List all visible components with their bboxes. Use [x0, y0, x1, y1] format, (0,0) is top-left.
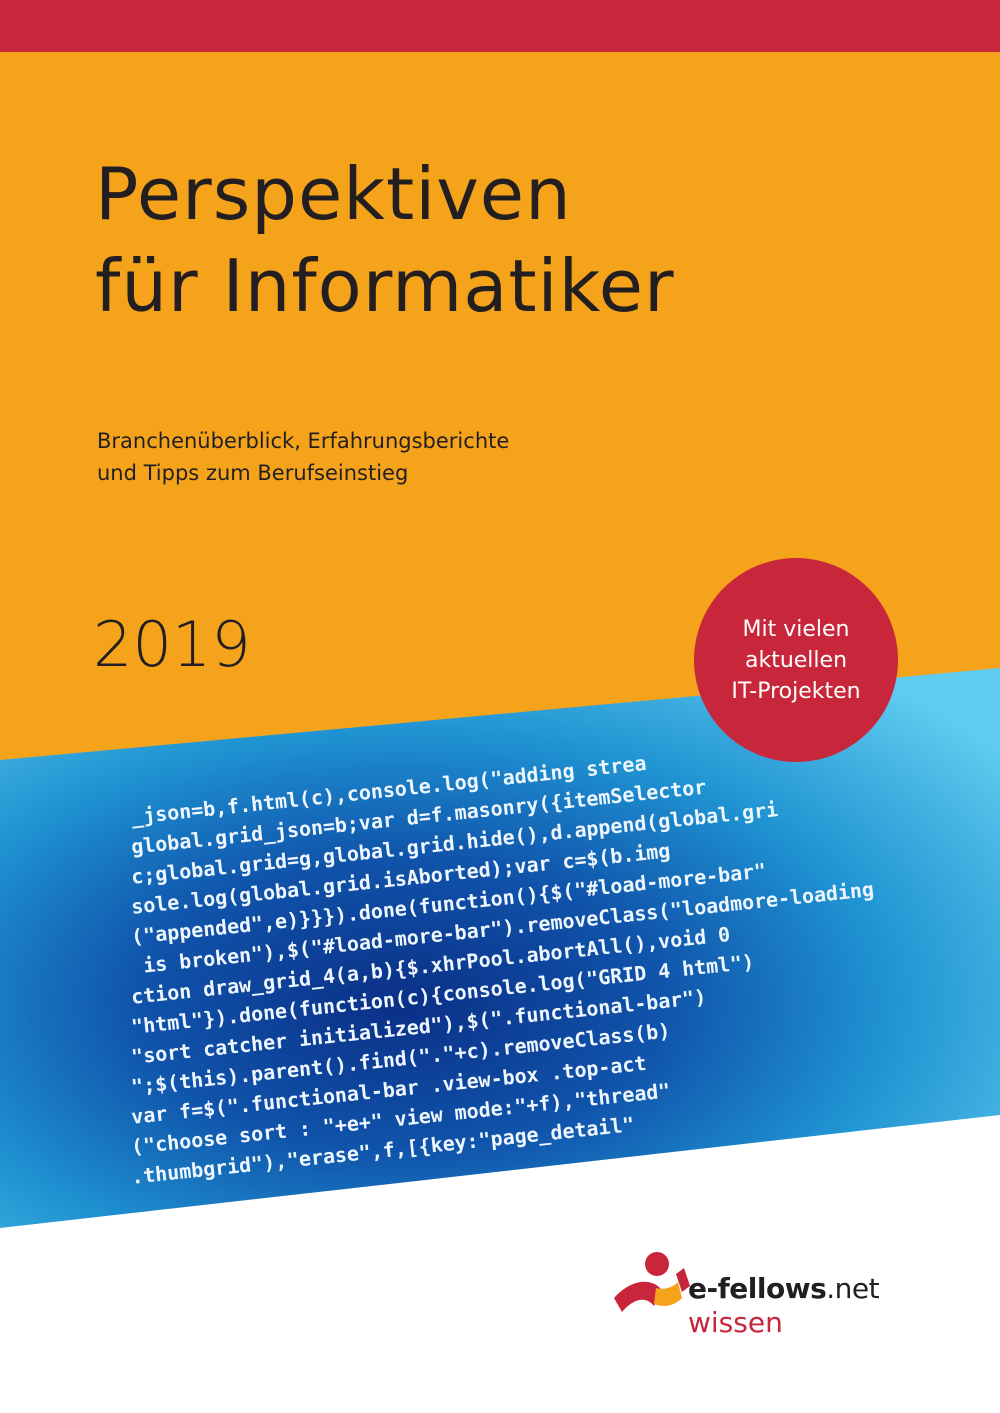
top-red-bar — [0, 0, 1000, 52]
brand-name: e-fellows — [688, 1272, 827, 1305]
book-subtitle: Branchenüberblick, Erfahrungsberichte un… — [97, 425, 509, 489]
badge-line-3: IT-Projekten — [731, 678, 861, 704]
subtitle-line-2: und Tipps zum Berufseinstieg — [97, 461, 409, 485]
title-line-1: Perspektiven — [95, 152, 572, 236]
subtitle-line-1: Branchenüberblick, Erfahrungsberichte — [97, 429, 510, 453]
e-fellows-logo-icon — [614, 1252, 690, 1312]
badge-line-1: Mit vielen — [742, 616, 850, 642]
edition-year: 2019 — [93, 608, 251, 681]
title-line-2: für Informatiker — [95, 244, 675, 328]
promo-badge: Mit vielen aktuellen IT-Projekten — [694, 558, 898, 762]
book-title: Perspektiven für Informatiker — [95, 148, 675, 332]
badge-line-2: aktuellen — [744, 647, 848, 673]
logo-brand: e-fellows.net — [688, 1272, 880, 1306]
brand-tld: .net — [826, 1272, 880, 1305]
code-photo-band — [0, 668, 1000, 1228]
logo-sub: wissen — [688, 1306, 783, 1339]
